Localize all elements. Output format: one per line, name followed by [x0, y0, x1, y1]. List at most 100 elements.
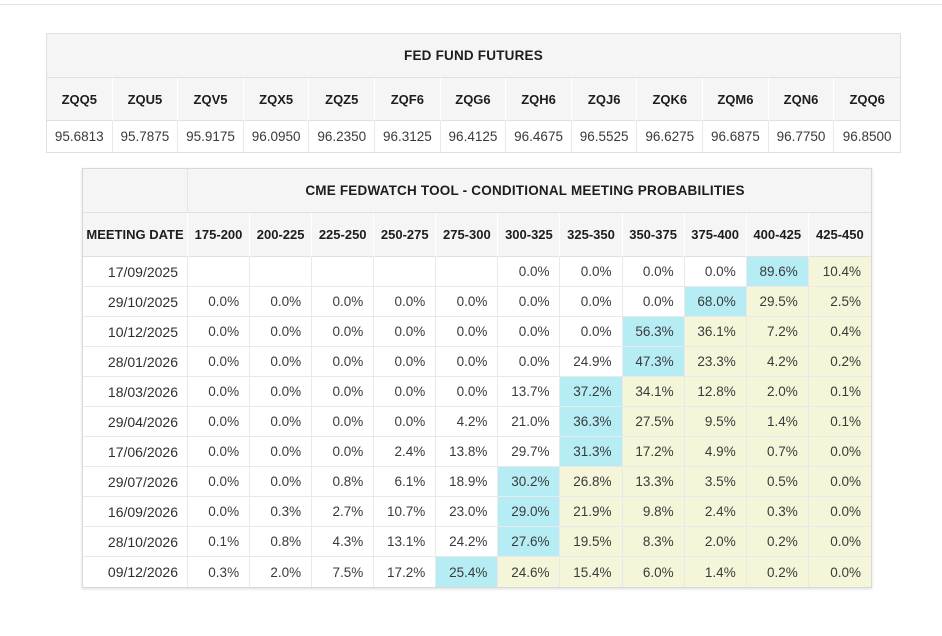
fedwatch-row: 17/06/2026 0.0% 0.0% 0.0% 2.4% 13.8% 29.7% 31.3… — [83, 437, 871, 467]
probability-cell: 47.3% — [622, 347, 685, 377]
probability-cell: 0.0% — [498, 317, 561, 347]
probability-cell: 34.1% — [622, 377, 685, 407]
probability-cell: 15.4% — [560, 557, 623, 587]
probability-cell: 0.0% — [312, 347, 375, 377]
futures-contract-header: ZQJ6 — [571, 78, 638, 121]
probability-cell: 0.0% — [188, 317, 251, 347]
probability-cell: 0.0% — [250, 407, 313, 437]
probability-cell: 29.7% — [498, 437, 561, 467]
probability-cell: 13.7% — [498, 377, 561, 407]
probability-cell: 0.2% — [746, 527, 809, 557]
futures-contract-header: ZQQ6 — [834, 78, 900, 121]
probability-cell: 29.5% — [746, 287, 809, 317]
probability-cell: 0.4% — [808, 317, 871, 347]
probability-cell: 7.2% — [746, 317, 809, 347]
probability-cell: 0.0% — [312, 287, 375, 317]
meeting-date-cell: 28/01/2026 — [83, 347, 188, 377]
probability-cell: 2.4% — [684, 497, 747, 527]
probability-cell: 17.2% — [622, 437, 685, 467]
meeting-date-cell: 16/09/2026 — [83, 497, 188, 527]
probability-cell: 0.0% — [436, 287, 499, 317]
futures-price-cell: 96.3125 — [375, 121, 441, 152]
probability-cell: 36.3% — [560, 407, 623, 437]
probability-cell: 0.0% — [188, 377, 251, 407]
probability-cell: 19.5% — [560, 527, 623, 557]
probability-cell: 0.0% — [560, 287, 623, 317]
probability-cell: 37.2% — [560, 377, 623, 407]
probability-cell: 4.9% — [684, 437, 747, 467]
probability-cell — [436, 257, 499, 287]
probability-cell: 23.3% — [684, 347, 747, 377]
futures-price-cell: 96.6875 — [703, 121, 769, 152]
probability-cell: 0.7% — [746, 437, 809, 467]
futures-price-cell: 95.9175 — [178, 121, 244, 152]
probability-cell: 29.0% — [498, 497, 561, 527]
probability-cell: 0.0% — [188, 347, 251, 377]
probability-cell: 21.0% — [498, 407, 561, 437]
probability-cell: 8.3% — [622, 527, 685, 557]
probability-cell: 9.5% — [684, 407, 747, 437]
futures-contract-header: ZQZ5 — [309, 78, 376, 121]
probability-cell: 0.0% — [188, 437, 251, 467]
probability-cell: 0.0% — [498, 257, 561, 287]
probability-cell: 25.4% — [436, 557, 499, 587]
rate-range-header: 200-225 — [250, 213, 313, 257]
probability-cell: 4.2% — [436, 407, 499, 437]
probability-cell: 6.0% — [622, 557, 685, 587]
futures-price-cell: 96.2350 — [309, 121, 376, 152]
probability-cell: 13.8% — [436, 437, 499, 467]
probability-cell: 3.5% — [684, 467, 747, 497]
probability-cell: 2.0% — [684, 527, 747, 557]
futures-contract-header: ZQN6 — [768, 78, 835, 121]
futures-price-cell: 96.7750 — [768, 121, 835, 152]
probability-cell — [312, 257, 375, 287]
futures-table: FED FUND FUTURES ZQQ5 ZQU5 ZQV5 ZQX5 ZQZ5 ZQF… — [46, 33, 901, 153]
meeting-date-cell: 17/06/2026 — [83, 437, 188, 467]
fedwatch-header-row: MEETING DATE 175-200 200-225 225-250 250-27… — [83, 213, 871, 257]
probability-cell: 56.3% — [622, 317, 685, 347]
probability-cell: 2.7% — [312, 497, 375, 527]
futures-header-row: ZQQ5 ZQU5 ZQV5 ZQX5 ZQZ5 ZQF6 ZQG6 ZQH6 ZQJ6 ZQK6… — [47, 78, 900, 121]
probability-cell: 0.0% — [808, 527, 871, 557]
probability-cell: 0.0% — [374, 347, 437, 377]
fedwatch-row: 17/09/2025 0.0% 0.0% 0.0% 0.0% 89.6% 10.4% — [83, 257, 871, 287]
probability-cell: 0.0% — [188, 497, 251, 527]
probability-cell: 0.0% — [250, 467, 313, 497]
probability-cell: 0.0% — [250, 347, 313, 377]
probability-cell: 0.2% — [808, 347, 871, 377]
futures-price-cell: 96.6275 — [637, 121, 704, 152]
fedwatch-row: 09/12/2026 0.3% 2.0% 7.5% 17.2% 25.4% 24.6% 15.… — [83, 557, 871, 587]
probability-cell: 6.1% — [374, 467, 437, 497]
probability-cell — [250, 257, 313, 287]
probability-cell: 30.2% — [498, 467, 561, 497]
probability-cell: 0.0% — [808, 557, 871, 587]
futures-price-cell: 96.8500 — [834, 121, 900, 152]
probability-cell: 9.8% — [622, 497, 685, 527]
futures-contract-header: ZQG6 — [440, 78, 507, 121]
probability-cell: 0.0% — [808, 437, 871, 467]
probability-cell: 0.0% — [374, 287, 437, 317]
probability-cell: 0.1% — [808, 377, 871, 407]
probability-cell: 0.0% — [250, 377, 313, 407]
probability-cell: 36.1% — [684, 317, 747, 347]
futures-title-row: FED FUND FUTURES — [47, 34, 900, 78]
probability-cell: 1.4% — [746, 407, 809, 437]
probability-cell: 0.0% — [312, 437, 375, 467]
meeting-date-cell: 29/10/2025 — [83, 287, 188, 317]
rate-range-header: 400-425 — [746, 213, 809, 257]
probability-cell: 0.0% — [560, 257, 623, 287]
probability-cell: 24.9% — [560, 347, 623, 377]
probability-cell: 0.0% — [560, 317, 623, 347]
rate-range-header: 375-400 — [684, 213, 747, 257]
fedwatch-table: CME FEDWATCH TOOL - CONDITIONAL MEETING … — [82, 168, 872, 588]
probability-cell: 0.0% — [622, 257, 685, 287]
probability-cell: 2.0% — [250, 557, 313, 587]
futures-contract-header: ZQK6 — [637, 78, 704, 121]
probability-cell: 0.0% — [312, 377, 375, 407]
probability-cell: 10.7% — [374, 497, 437, 527]
futures-contract-header: ZQX5 — [243, 78, 310, 121]
probability-cell: 0.0% — [250, 437, 313, 467]
fedwatch-row: 10/12/2025 0.0% 0.0% 0.0% 0.0% 0.0% 0.0% 0.0% 56… — [83, 317, 871, 347]
probability-cell: 89.6% — [746, 257, 809, 287]
probability-cell: 1.4% — [684, 557, 747, 587]
